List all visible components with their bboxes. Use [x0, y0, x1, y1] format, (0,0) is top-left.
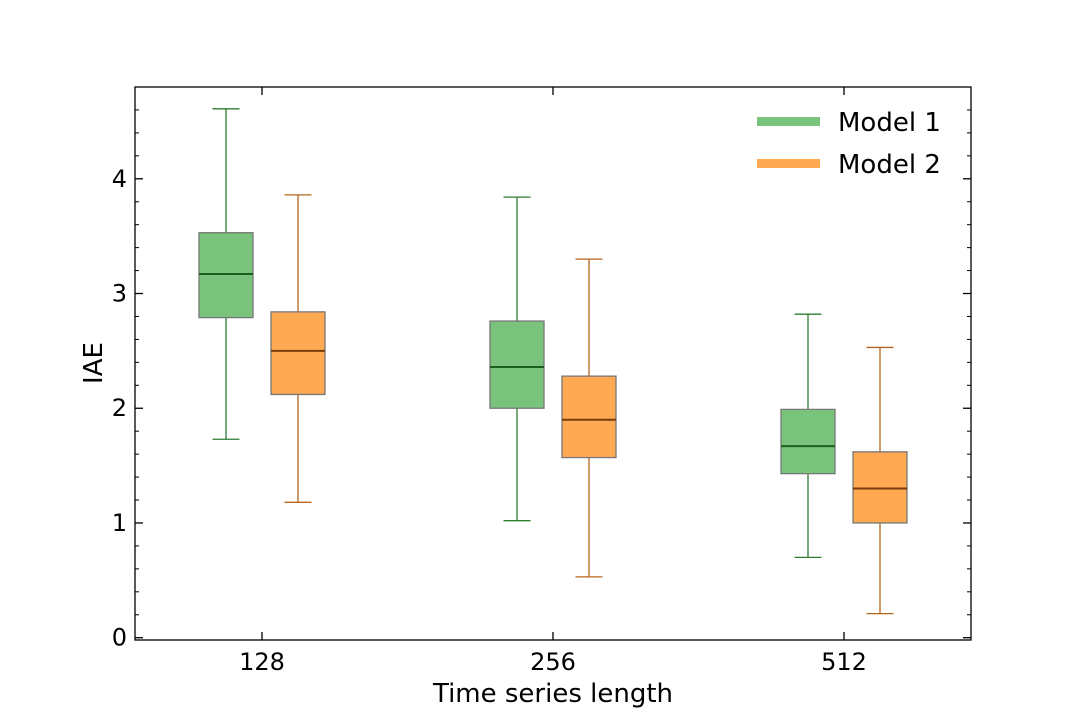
- box-model-1-256: [489, 196, 545, 522]
- x-axis-label: Time series length: [432, 679, 673, 709]
- y-tick-label-1: 1: [112, 509, 127, 537]
- iqr-box-model-1-256: [489, 320, 545, 409]
- iqr-box-model-2-256: [561, 375, 617, 459]
- y-axis-label: IAE: [79, 342, 109, 384]
- legend-label-model-1: Model 1: [838, 108, 941, 138]
- x-tick-label-128: 128: [239, 648, 285, 676]
- minor-ticks: [135, 109, 971, 616]
- legend-swatch-model-1: [757, 117, 820, 126]
- legend: Model 1 Model 2: [757, 108, 941, 180]
- iqr-box-model-2-128: [270, 311, 326, 396]
- iqr-box-model-2-512: [852, 451, 908, 524]
- iqr-box-model-1-128: [198, 232, 254, 319]
- box-model-2-128: [270, 194, 326, 503]
- box-model-1-128: [198, 108, 254, 440]
- box-series-group: [198, 108, 908, 615]
- legend-label-model-2: Model 2: [838, 150, 941, 180]
- legend-swatch-model-2: [757, 159, 820, 168]
- box-model-2-256: [561, 258, 617, 578]
- y-tick-label-0: 0: [112, 624, 127, 652]
- y-tick-label-2: 2: [112, 394, 127, 422]
- x-tick-label-512: 512: [821, 648, 867, 676]
- y-axis-ticks: 0 1 2 3 4: [112, 165, 971, 652]
- y-tick-label-4: 4: [112, 165, 127, 193]
- box-model-2-512: [852, 346, 908, 615]
- y-tick-label-3: 3: [112, 280, 127, 308]
- box-model-1-512: [780, 313, 836, 559]
- x-axis-ticks: 128 256 512: [239, 87, 867, 676]
- iqr-box-model-1-512: [780, 408, 836, 475]
- x-tick-label-256: 256: [530, 648, 576, 676]
